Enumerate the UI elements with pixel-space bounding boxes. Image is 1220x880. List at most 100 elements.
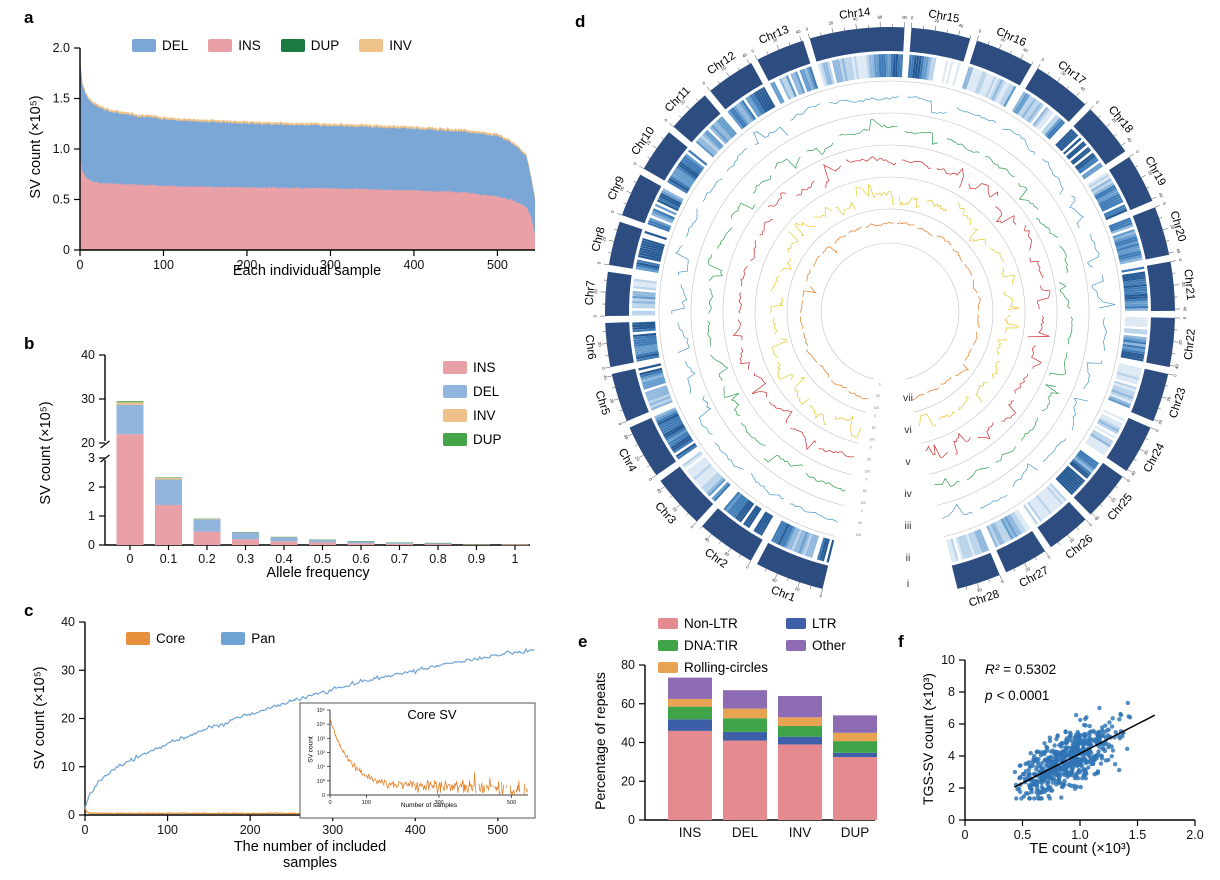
circos-heatmap-bar [747, 507, 762, 529]
f-scatter-point [1057, 780, 1062, 785]
circos-ruler-tick [1084, 101, 1088, 105]
circos-heatmap-bar [1118, 365, 1142, 373]
circos-track-vii [917, 227, 933, 237]
circos-heatmap-bar [1124, 296, 1148, 300]
circos-ruler-tick [1044, 550, 1049, 556]
circos-ruler-label: 0 [745, 564, 750, 570]
panel-b-canvas: 0 1 2 320 30 40 0 0.1 0.2 0.3 0.4 0.5 0.6 0.7 0.8 0.9 1 [81, 348, 530, 566]
inset-core-curve [485, 777, 492, 791]
circos-heatmap-bar [984, 76, 997, 98]
circos-track-vii [897, 222, 915, 226]
circos-chromosome-label-Chr11: Chr11 [663, 85, 693, 115]
circos-heatmap-bar [853, 56, 860, 80]
c-x-tick-label: 300 [322, 823, 343, 837]
f-scatter-point [1019, 796, 1024, 801]
f-y-tick-label: 6 [948, 717, 955, 731]
circos-heatmap-bar [641, 374, 664, 383]
b-x-tick-label: 0.2 [198, 552, 215, 566]
circos-ruler-label: 20 [593, 288, 598, 294]
circos-track-iv [708, 288, 714, 314]
circos-ruler-label: 20 [597, 342, 603, 348]
circos-heatmap-bar [1002, 517, 1016, 539]
circos-heatmap-bar [634, 346, 658, 352]
circos-heatmap-bar [1124, 293, 1148, 298]
circos-heatmap-bar [707, 127, 726, 146]
circos-ruler-tick [1106, 123, 1111, 127]
circos-heatmap-bar [791, 529, 803, 552]
circos-heatmap-bar [655, 409, 678, 422]
circos-heatmap-bar [1123, 283, 1147, 289]
circos-heatmap-bar [1080, 447, 1101, 464]
circos-ruler-tick [1122, 476, 1127, 480]
circos-heatmap-bar [634, 343, 658, 350]
circos-heatmap-bar [727, 494, 744, 514]
circos-heatmap-bar [1077, 156, 1098, 173]
circos-heatmap-bar [1003, 85, 1017, 108]
circos-heatmap-bar [692, 463, 712, 481]
circos-ruler-tick [1037, 63, 1041, 69]
circos-heatmap-bar [1102, 409, 1125, 422]
f-scatter-point [1109, 754, 1114, 759]
b-legend-item-DUP: DUP [443, 432, 502, 447]
circos-ruler-label: 20 [772, 37, 779, 44]
circos-heatmap-bar [972, 70, 983, 93]
circos-chromosome-Chr9 [621, 174, 662, 224]
circos-heatmap-bar [647, 391, 670, 402]
f-x-tick-label: 1.5 [1129, 828, 1146, 842]
circos-heatmap-bar [1116, 374, 1139, 383]
circos-ruler-tick [1169, 365, 1175, 367]
circos-ruler-tick [639, 454, 644, 458]
circos-chromosome-label-Chr5: Chr5 [593, 389, 612, 416]
circos-heatmap-bar [739, 502, 755, 523]
f-scatter-point [1046, 784, 1051, 790]
b-x-tick-label: 0.9 [468, 552, 485, 566]
circos-heatmap-bar [1094, 184, 1116, 198]
circos-heatmap-bar [856, 55, 862, 80]
circos-ruler-tick [622, 420, 627, 424]
circos-heatmap-bar [1030, 105, 1047, 126]
circos-ruler-tick [1168, 373, 1174, 376]
circos-heatmap-bar [1124, 298, 1148, 302]
circos-chromosome-Chr4 [629, 417, 677, 476]
inset-y-tick-label: 10⁰ [317, 778, 326, 785]
circos-heatmap-bar [1090, 433, 1111, 448]
legend-swatch-INV [443, 409, 467, 422]
circos-ruler-tick [1010, 50, 1012, 54]
circos-heatmap-bar [1081, 162, 1102, 178]
circos-heatmap-bar [727, 110, 744, 130]
circos-heatmap-bar [651, 210, 674, 222]
b-bar-INS-0.2 [193, 531, 221, 545]
circos-heatmap-bar [659, 194, 681, 208]
circos-heatmap-bar [790, 73, 802, 96]
panel-b-y-axis-title: SV count (×10⁵) [38, 401, 54, 505]
circos-ruler-tick [1066, 86, 1070, 89]
e-bar-LTR-INS [668, 719, 712, 731]
b-x-tick-label: 0.6 [352, 552, 369, 566]
circos-track-vi [769, 297, 784, 314]
circos-ruler-label: 0 [751, 48, 756, 54]
inset-y-tick-label: 0 [322, 793, 325, 799]
circos-heatmap-bar [785, 75, 798, 98]
f-scatter-point [1039, 796, 1044, 801]
b-bar-INV-0.1 [155, 478, 182, 480]
e-y-tick-label: 60 [621, 697, 635, 711]
circos-track-iv [1041, 384, 1060, 412]
circos-heatmap-bar [635, 352, 659, 360]
c-legend-item-Pan: Pan [221, 631, 275, 646]
r-squared-symbol: R² [985, 662, 1000, 677]
circos-heatmap-bar [1090, 178, 1112, 192]
inset-core-curve [509, 785, 515, 795]
circos-heatmap-bar [632, 295, 656, 300]
circos-ruler-label: 20 [1111, 117, 1118, 124]
circos-ruler-label: 0 [701, 80, 706, 86]
circos-heatmap-bar [755, 90, 770, 112]
circos-heatmap-bar [1064, 467, 1084, 485]
circos-ruler-label: 20 [723, 551, 730, 558]
circos-heatmap-bar [636, 261, 660, 269]
b-x-tick-label: 0.4 [275, 552, 292, 566]
circos-ruler-label: 0 [1182, 317, 1187, 320]
circos-heatmap-bar [1069, 144, 1089, 162]
circos-chromosome-label-Chr3: Chr3 [652, 500, 678, 527]
legend-swatch-DEL [443, 385, 467, 398]
circos-ruler-tick [977, 583, 980, 589]
